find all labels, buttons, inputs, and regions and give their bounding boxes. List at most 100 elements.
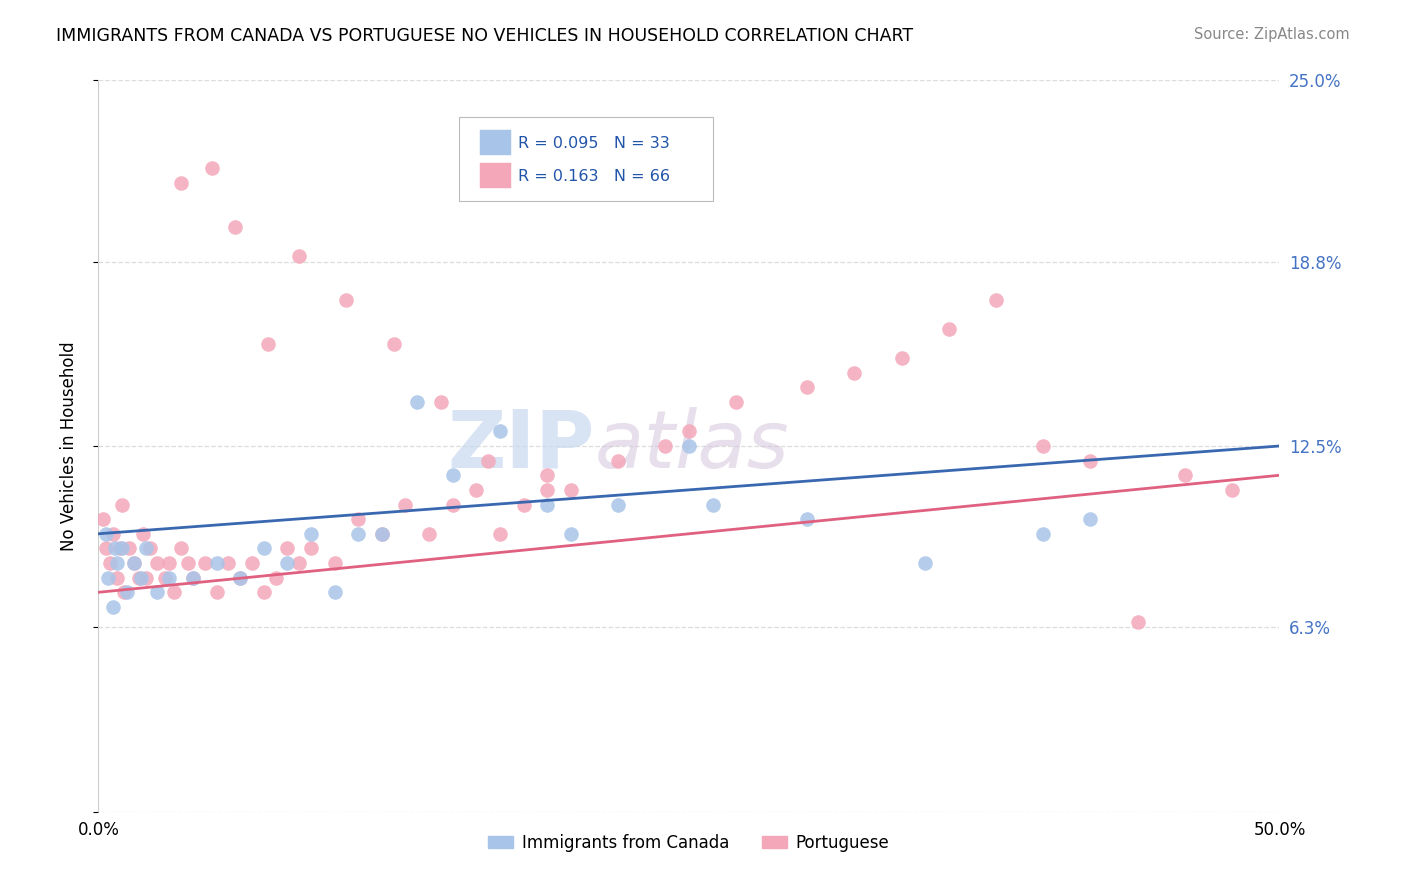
Point [205,556,228,570]
Point [135,541,157,556]
Text: atlas: atlas [595,407,789,485]
Point [678,439,700,453]
Point [536,483,558,497]
Point [796,380,818,394]
Point [128,571,150,585]
Point [177,556,200,570]
Point [536,468,558,483]
Point [489,526,512,541]
Point [347,526,370,541]
Point [163,585,186,599]
Point [1080,453,1102,467]
Point [146,585,169,599]
Point [678,425,700,439]
Point [654,439,676,453]
Point [111,498,134,512]
Point [135,571,157,585]
Point [132,526,155,541]
Point [217,556,239,570]
Text: R = 0.095   N = 33: R = 0.095 N = 33 [517,136,669,151]
Point [914,556,936,570]
Point [94,541,117,556]
Point [441,498,464,512]
Point [153,571,176,585]
Text: R = 0.163   N = 66: R = 0.163 N = 66 [517,169,669,184]
Point [111,541,134,556]
Point [984,293,1007,307]
Point [477,453,499,467]
Point [112,585,135,599]
Text: ZIP: ZIP [447,407,595,485]
Point [224,219,246,234]
Point [118,541,141,556]
Point [157,571,180,585]
Point [257,336,280,351]
Point [441,468,464,483]
Point [115,585,138,599]
Point [276,541,298,556]
Point [101,599,124,614]
Point [122,556,145,570]
Point [489,425,512,439]
Point [323,585,346,599]
Y-axis label: No Vehicles in Household: No Vehicles in Household [59,341,77,551]
Point [157,556,180,570]
Point [181,571,204,585]
Point [560,483,582,497]
Point [607,453,630,467]
Point [382,336,405,351]
Point [104,541,127,556]
Point [288,249,311,263]
Point [205,585,228,599]
Point [725,395,748,409]
Point [229,571,252,585]
Point [108,541,131,556]
Point [512,498,534,512]
Point [347,512,370,526]
Point [253,541,276,556]
Point [938,322,960,336]
Point [560,526,582,541]
Point [97,571,120,585]
Point [146,556,169,570]
Text: Source: ZipAtlas.com: Source: ZipAtlas.com [1194,27,1350,42]
Point [335,293,357,307]
FancyBboxPatch shape [479,130,510,155]
Point [394,498,416,512]
Point [122,556,145,570]
Text: IMMIGRANTS FROM CANADA VS PORTUGUESE NO VEHICLES IN HOUSEHOLD CORRELATION CHART: IMMIGRANTS FROM CANADA VS PORTUGUESE NO … [56,27,914,45]
Point [1220,483,1243,497]
FancyBboxPatch shape [458,117,713,201]
Point [240,556,263,570]
Point [94,526,117,541]
Point [371,526,394,541]
Point [101,526,124,541]
Point [607,498,630,512]
Point [170,176,193,190]
Legend: Immigrants from Canada, Portuguese: Immigrants from Canada, Portuguese [482,827,896,858]
Point [1126,615,1149,629]
Point [702,498,724,512]
Point [299,541,322,556]
Point [1032,439,1054,453]
Point [796,512,818,526]
Point [1080,512,1102,526]
Point [170,541,193,556]
Point [844,366,866,380]
Point [288,556,311,570]
Point [1032,526,1054,541]
Point [264,571,287,585]
Point [105,571,128,585]
Point [276,556,298,570]
Point [194,556,217,570]
Point [253,585,276,599]
Point [201,161,224,175]
Point [465,483,488,497]
Point [229,571,252,585]
Point [299,526,322,541]
Point [139,541,162,556]
Point [98,556,121,570]
Point [406,395,429,409]
Point [430,395,453,409]
Point [418,526,440,541]
